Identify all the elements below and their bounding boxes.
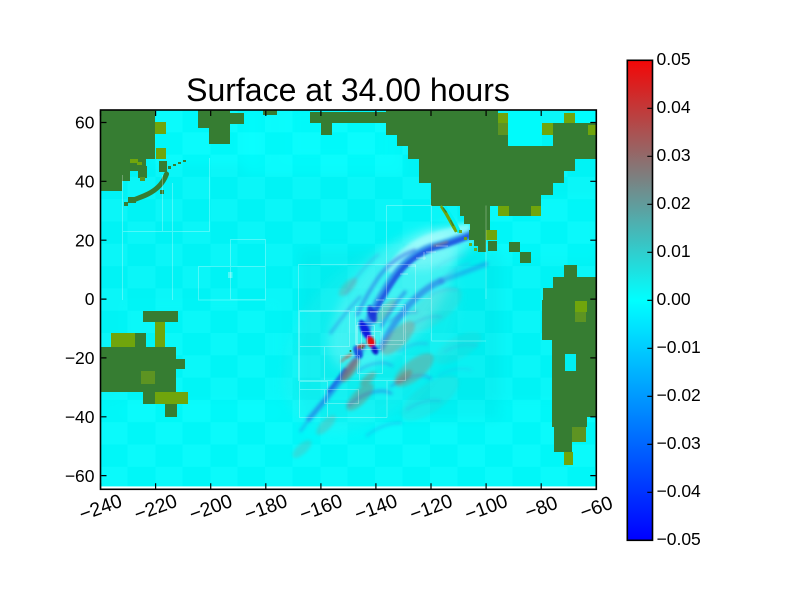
svg-text:0.05: 0.05 (657, 49, 691, 69)
svg-text:−20: −20 (65, 348, 95, 368)
svg-text:0.04: 0.04 (657, 97, 691, 117)
svg-text:0.03: 0.03 (657, 145, 691, 165)
svg-text:−0.05: −0.05 (657, 529, 701, 549)
svg-text:−0.01: −0.01 (657, 337, 701, 357)
svg-text:0.00: 0.00 (657, 289, 691, 309)
svg-text:40: 40 (75, 172, 95, 192)
svg-text:Surface at 34.00 hours: Surface at 34.00 hours (186, 72, 510, 108)
svg-text:−40: −40 (65, 407, 95, 427)
svg-text:0: 0 (85, 289, 95, 309)
svg-text:−0.03: −0.03 (657, 433, 701, 453)
svg-text:−0.02: −0.02 (657, 385, 701, 405)
svg-text:−60: −60 (65, 466, 95, 486)
svg-text:60: 60 (75, 113, 95, 133)
svg-text:−0.04: −0.04 (657, 481, 702, 501)
svg-text:20: 20 (75, 230, 95, 250)
svg-text:0.01: 0.01 (657, 241, 691, 261)
svg-text:0.02: 0.02 (657, 193, 691, 213)
